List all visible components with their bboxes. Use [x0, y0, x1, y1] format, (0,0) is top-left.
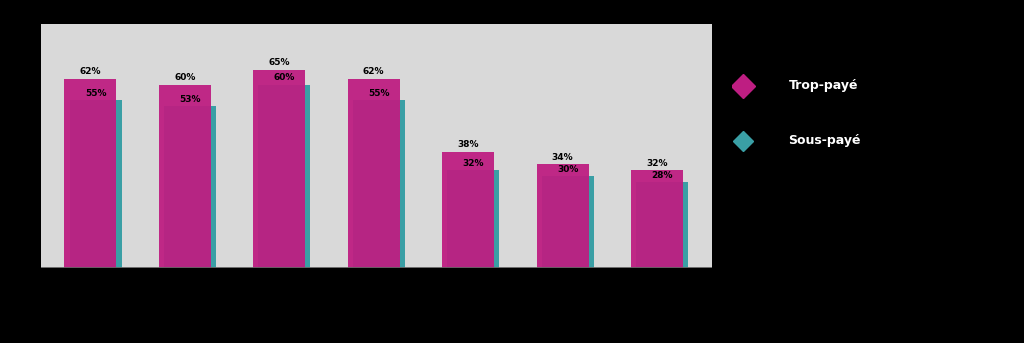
Text: Sous-payé: Sous-payé: [788, 134, 861, 147]
Text: 28%: 28%: [651, 171, 673, 180]
Bar: [164, 106, 216, 268]
Bar: [442, 152, 495, 268]
Text: 55%: 55%: [369, 89, 390, 98]
Bar: [70, 100, 122, 268]
Bar: [159, 85, 211, 268]
Text: 60%: 60%: [174, 73, 196, 82]
Text: 32%: 32%: [646, 159, 668, 168]
Text: 34%: 34%: [552, 153, 573, 162]
Bar: [258, 85, 310, 268]
Bar: [348, 79, 399, 268]
Text: 65%: 65%: [268, 58, 290, 67]
Bar: [537, 164, 589, 268]
Text: 60%: 60%: [273, 73, 295, 82]
Text: 62%: 62%: [80, 67, 101, 76]
Text: 38%: 38%: [458, 140, 479, 150]
Bar: [65, 79, 117, 268]
Text: 55%: 55%: [85, 89, 106, 98]
Bar: [631, 170, 683, 268]
Text: Trop-payé: Trop-payé: [788, 79, 858, 92]
Bar: [542, 176, 594, 268]
Bar: [353, 100, 404, 268]
Bar: [636, 182, 688, 268]
Bar: [447, 170, 500, 268]
Bar: [253, 70, 305, 268]
Text: 32%: 32%: [463, 159, 484, 168]
Text: 53%: 53%: [179, 95, 201, 104]
Text: 62%: 62%: [362, 67, 384, 76]
Text: 30%: 30%: [557, 165, 579, 174]
